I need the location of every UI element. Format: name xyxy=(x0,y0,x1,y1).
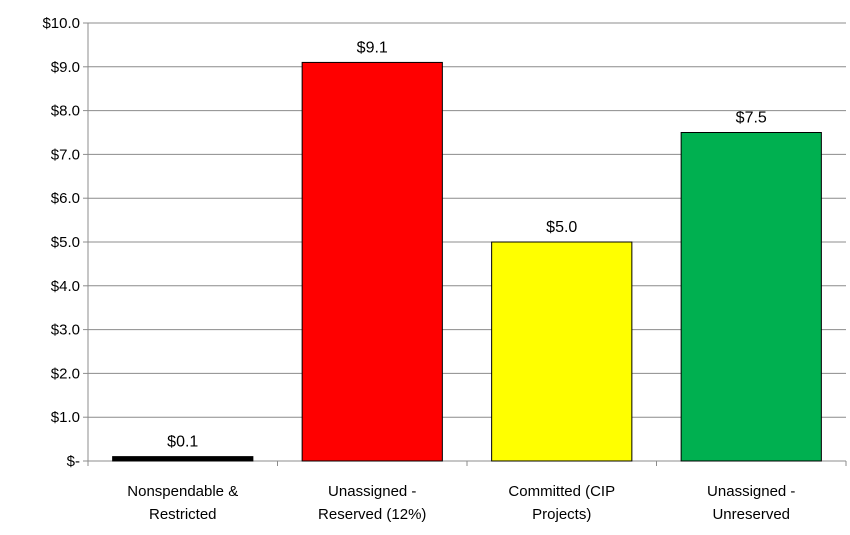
y-tick-label: $5.0 xyxy=(51,234,80,251)
y-tick-label: $1.0 xyxy=(51,409,80,426)
y-tick-label: $7.0 xyxy=(51,146,80,163)
data-label: $9.1 xyxy=(357,39,388,56)
y-tick-label: $2.0 xyxy=(51,365,80,382)
data-label: $0.1 xyxy=(167,434,198,451)
bar xyxy=(680,132,822,462)
data-label: $7.5 xyxy=(736,110,767,127)
y-tick-label: $3.0 xyxy=(51,322,80,339)
x-category-label: Nonspendable & xyxy=(127,483,238,500)
x-category-label: Projects) xyxy=(532,506,591,523)
y-tick-label: $8.0 xyxy=(51,103,80,120)
x-category-label: Unassigned - xyxy=(707,483,795,500)
bars xyxy=(112,61,822,462)
gridlines xyxy=(88,22,846,418)
x-category-label: Reserved (12%) xyxy=(318,506,426,523)
x-category-label: Unreserved xyxy=(712,506,790,523)
y-tick-label: $9.0 xyxy=(51,59,80,76)
y-tick-label: $- xyxy=(67,453,80,470)
bar xyxy=(301,61,443,462)
data-label: $5.0 xyxy=(546,219,577,236)
bar xyxy=(491,241,633,462)
x-category-label: Unassigned - xyxy=(328,483,416,500)
y-tick-label: $4.0 xyxy=(51,278,80,295)
labels: $0.1 Nonspendable & Restricted $9.1 Unassign… xyxy=(127,39,795,523)
y-tick-label: $10.0 xyxy=(42,15,80,32)
bar xyxy=(112,456,254,462)
y-tick-label: $6.0 xyxy=(51,190,80,207)
axes: $- $1.0 $2.0 $3.0 $4.0 $5.0 $6.0 $7.0 $8.0 $9.0 $1… xyxy=(42,15,847,470)
x-category-label: Restricted xyxy=(149,506,217,523)
x-category-label: Committed (CIP xyxy=(508,483,615,500)
